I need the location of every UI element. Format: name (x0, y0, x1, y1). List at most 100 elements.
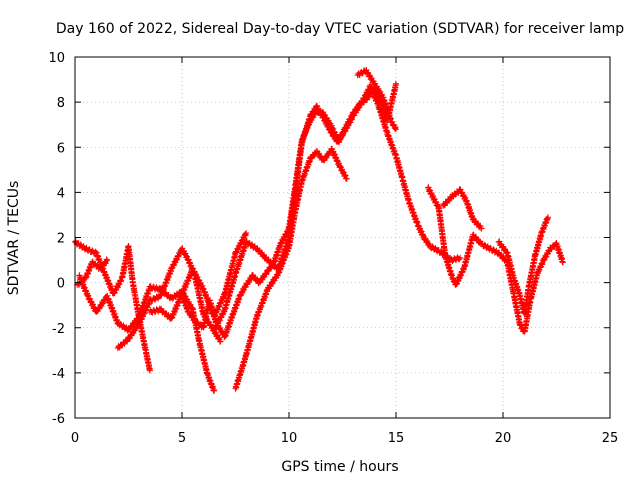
data-point (234, 252, 237, 255)
data-point (459, 189, 462, 192)
data-point (358, 103, 361, 106)
data-point (395, 83, 397, 85)
data-point (450, 259, 453, 261)
data-point (187, 259, 190, 261)
data-point (450, 195, 453, 198)
x-tick-label: 15 (388, 431, 405, 446)
data-point (121, 277, 123, 280)
data-point (170, 268, 173, 270)
data-point (245, 232, 248, 234)
data-point (373, 83, 376, 85)
data-point (206, 374, 209, 377)
data-point (523, 313, 526, 316)
series-track-b (76, 272, 218, 394)
data-point (437, 207, 440, 210)
series-markers (232, 145, 350, 392)
data-point (472, 218, 474, 221)
data-point (245, 241, 248, 243)
data-point (191, 308, 194, 311)
data-point (193, 320, 196, 322)
data-point (202, 326, 205, 329)
x-tick-label: 0 (71, 431, 79, 446)
x-tick-label: 25 (602, 431, 619, 446)
data-point (540, 232, 543, 234)
data-point (322, 117, 325, 119)
x-tick-label: 10 (281, 431, 298, 446)
series-markers (440, 186, 485, 232)
data-point (208, 299, 211, 302)
chart-title: Day 160 of 2022, Sidereal Day-to-day VTE… (56, 21, 624, 37)
data-point (294, 209, 297, 212)
data-point (234, 272, 237, 275)
data-point (365, 98, 367, 101)
axes: 0 5 10 15 20 25 -6 -4 -2 0 2 4 6 8 10 (48, 51, 618, 446)
data-point (181, 295, 183, 298)
data-point (159, 295, 162, 298)
data-point (309, 114, 312, 117)
y-tick-label: 6 (57, 141, 65, 156)
data-point (459, 256, 462, 259)
data-point (99, 268, 102, 270)
data-point (266, 288, 269, 291)
data-points (72, 67, 566, 394)
data-point (519, 324, 522, 327)
data-point (401, 177, 404, 180)
series-track-h (232, 145, 350, 392)
data-point (450, 274, 453, 277)
data-point (512, 293, 515, 295)
data-point (91, 261, 94, 264)
y-tick-label: 10 (48, 51, 65, 66)
data-point (238, 295, 241, 298)
data-point (116, 322, 119, 325)
data-point (300, 180, 303, 182)
data-point (84, 277, 87, 280)
data-point (465, 200, 468, 203)
data-point (213, 390, 216, 392)
data-point (202, 288, 205, 291)
data-point (170, 297, 173, 300)
data-point (519, 295, 522, 298)
data-point (330, 132, 333, 135)
data-point (407, 200, 410, 203)
data-point (542, 259, 545, 261)
data-point (345, 177, 348, 180)
data-point (245, 283, 248, 286)
data-point (300, 141, 303, 144)
data-point (497, 241, 500, 243)
data-point (322, 159, 325, 162)
data-point (198, 340, 201, 343)
data-point (251, 274, 254, 277)
data-point (343, 128, 346, 131)
grid (75, 57, 610, 418)
x-tick-label: 5 (178, 431, 186, 446)
y-tick-label: -4 (52, 367, 65, 382)
series-track-l (495, 214, 551, 317)
data-point (256, 247, 258, 250)
data-point (382, 96, 385, 99)
data-point (429, 245, 432, 248)
data-point (95, 311, 98, 313)
data-point (279, 243, 282, 246)
data-point (330, 148, 333, 151)
data-point (506, 252, 509, 255)
x-axis-label: GPS time / hours (281, 459, 398, 475)
y-tick-label: 2 (57, 232, 65, 247)
data-point (497, 252, 500, 255)
data-point (489, 247, 492, 250)
data-point (127, 338, 130, 340)
data-point (315, 105, 318, 108)
data-point (395, 155, 397, 158)
data-point (455, 283, 457, 286)
data-point (131, 281, 134, 284)
data-point (144, 349, 147, 352)
data-point (427, 186, 429, 189)
y-tick-label: 0 (57, 277, 65, 292)
y-axis-label: SDTVAR / TECUs (6, 181, 22, 296)
data-point (86, 295, 89, 298)
data-point (386, 132, 389, 135)
series-track-j (425, 184, 566, 335)
data-point (78, 274, 81, 277)
data-point (365, 69, 367, 72)
data-point (116, 347, 119, 349)
y-tick-label: 8 (57, 96, 65, 111)
